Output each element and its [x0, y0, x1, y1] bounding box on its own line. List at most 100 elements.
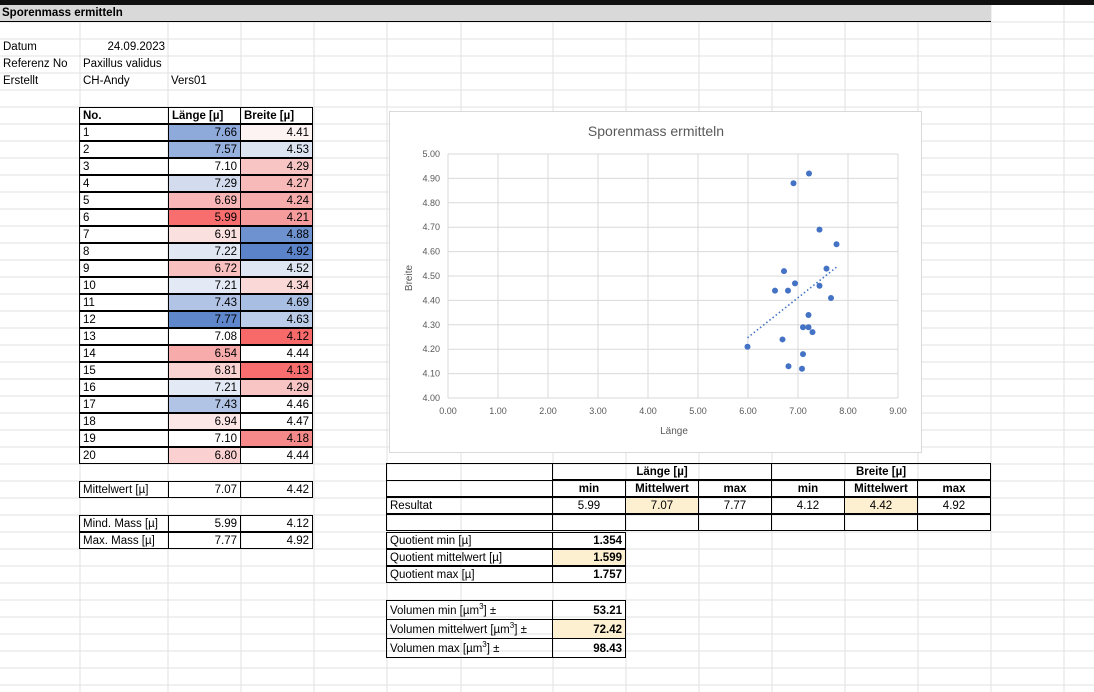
volume-max-label[interactable]: Volumen max [µm3] ± — [386, 638, 553, 658]
table-row-breite[interactable]: 4.44 — [240, 345, 313, 362]
table-row-breite[interactable]: 4.29 — [240, 158, 313, 175]
max-mass-breite[interactable]: 4.92 — [240, 532, 313, 549]
table-row-laenge[interactable]: 7.66 — [168, 124, 241, 141]
table-row-no[interactable]: 18 — [79, 413, 169, 430]
table-row-no[interactable]: 16 — [79, 379, 169, 396]
table-row-no[interactable]: 15 — [79, 362, 169, 379]
chart-point[interactable] — [805, 312, 812, 319]
max-mass-laenge[interactable]: 7.77 — [168, 532, 241, 549]
table-row-breite[interactable]: 4.52 — [240, 260, 313, 277]
header-no[interactable]: No. — [79, 107, 169, 124]
table-row-breite[interactable]: 4.47 — [240, 413, 313, 430]
chart-point[interactable] — [785, 287, 791, 294]
quotient-min-value[interactable]: 1.354 — [552, 532, 626, 549]
result-laenge-min[interactable]: 5.99 — [552, 497, 626, 514]
volume-max-value[interactable]: 98.43 — [552, 638, 626, 658]
table-row-breite[interactable]: 4.27 — [240, 175, 313, 192]
chart-point[interactable] — [816, 226, 823, 233]
table-row-breite[interactable]: 4.92 — [240, 243, 313, 260]
chart-point[interactable] — [809, 329, 816, 336]
volume-mittelwert-label[interactable]: Volumen mittelwert [µm3] ± — [386, 619, 553, 639]
chart-point[interactable] — [792, 280, 798, 287]
table-row-breite[interactable]: 4.13 — [240, 362, 313, 379]
table-row-breite[interactable]: 4.88 — [240, 226, 313, 243]
table-row-laenge[interactable]: 6.80 — [168, 447, 241, 464]
result-empty-cell[interactable] — [844, 514, 918, 531]
table-row-no[interactable]: 5 — [79, 192, 169, 209]
table-row-laenge[interactable]: 7.21 — [168, 277, 241, 294]
chart-point[interactable] — [800, 324, 806, 331]
result-empty-cell[interactable] — [625, 514, 699, 531]
table-row-breite[interactable]: 4.69 — [240, 294, 313, 311]
sub-laenge-min[interactable]: min — [552, 480, 626, 497]
table-row-laenge[interactable]: 6.81 — [168, 362, 241, 379]
result-corner-sub[interactable] — [386, 480, 553, 497]
chart-point[interactable] — [805, 324, 812, 331]
table-row-breite[interactable]: 4.44 — [240, 447, 313, 464]
table-row-laenge[interactable]: 7.10 — [168, 430, 241, 447]
chart-point[interactable] — [800, 351, 806, 358]
table-row-laenge[interactable]: 7.21 — [168, 379, 241, 396]
result-breite-mittelwert[interactable]: 4.42 — [844, 497, 918, 514]
sub-laenge-max[interactable]: max — [698, 480, 772, 497]
chart-point[interactable] — [744, 343, 751, 350]
table-row-laenge[interactable]: 7.77 — [168, 311, 241, 328]
header-breite[interactable]: Breite [µ] — [240, 107, 313, 124]
result-empty-cell[interactable] — [917, 514, 991, 531]
chart-point[interactable] — [833, 241, 840, 248]
max-mass-label[interactable]: Max. Mass [µ] — [79, 532, 169, 549]
sub-laenge-mittelwert[interactable]: Mittelwert — [625, 480, 699, 497]
chart-point[interactable] — [790, 180, 797, 187]
table-row-laenge[interactable]: 7.08 — [168, 328, 241, 345]
result-empty-cell[interactable] — [698, 514, 772, 531]
table-row-breite[interactable]: 4.12 — [240, 328, 313, 345]
volume-mittelwert-value[interactable]: 72.42 — [552, 619, 626, 639]
table-row-no[interactable]: 11 — [79, 294, 169, 311]
table-row-laenge[interactable]: 6.72 — [168, 260, 241, 277]
mittelwert-laenge[interactable]: 7.07 — [168, 481, 241, 498]
table-row-no[interactable]: 2 — [79, 141, 169, 158]
volume-min-label[interactable]: Volumen min [µm3] ± — [386, 600, 553, 620]
table-row-laenge[interactable]: 5.99 — [168, 209, 241, 226]
mind-mass-breite[interactable]: 4.12 — [240, 515, 313, 532]
table-row-no[interactable]: 13 — [79, 328, 169, 345]
table-row-laenge[interactable]: 6.69 — [168, 192, 241, 209]
result-group-laenge[interactable]: Länge [µ] — [552, 463, 772, 480]
table-row-laenge[interactable]: 7.10 — [168, 158, 241, 175]
chart-point[interactable] — [828, 294, 834, 301]
table-row-no[interactable]: 9 — [79, 260, 169, 277]
table-row-laenge[interactable]: 7.43 — [168, 396, 241, 413]
quotient-max-value[interactable]: 1.757 — [552, 566, 626, 583]
table-row-laenge[interactable]: 7.57 — [168, 141, 241, 158]
result-corner-top[interactable] — [386, 463, 553, 481]
table-row-laenge[interactable]: 6.54 — [168, 345, 241, 362]
table-row-no[interactable]: 8 — [79, 243, 169, 260]
result-row-label[interactable]: Resultat — [386, 497, 553, 514]
table-row-breite[interactable]: 4.18 — [240, 430, 313, 447]
table-row-breite[interactable]: 4.53 — [240, 141, 313, 158]
chart-point[interactable] — [823, 265, 830, 272]
table-row-laenge[interactable]: 7.22 — [168, 243, 241, 260]
table-row-no[interactable]: 12 — [79, 311, 169, 328]
info-value-datum[interactable]: 24.09.2023 — [107, 41, 165, 53]
table-row-laenge[interactable]: 7.29 — [168, 175, 241, 192]
result-empty-cell[interactable] — [552, 514, 626, 531]
result-breite-max[interactable]: 4.92 — [917, 497, 991, 514]
quotient-mittelwert-label[interactable]: Quotient mittelwert [µ] — [386, 549, 553, 566]
info-value-erstellt[interactable]: CH-Andy — [83, 75, 130, 87]
header-laenge[interactable]: Länge [µ] — [168, 107, 241, 124]
sub-breite-min[interactable]: min — [771, 480, 845, 497]
result-breite-min[interactable]: 4.12 — [771, 497, 845, 514]
quotient-mittelwert-value[interactable]: 1.599 — [552, 549, 626, 566]
result-laenge-max[interactable]: 7.77 — [698, 497, 772, 514]
table-row-breite[interactable]: 4.41 — [240, 124, 313, 141]
info-value-referenz[interactable]: Paxillus validus — [83, 58, 162, 70]
table-row-no[interactable]: 7 — [79, 226, 169, 243]
mittelwert-label[interactable]: Mittelwert [µ] — [79, 481, 169, 498]
table-row-laenge[interactable]: 7.43 — [168, 294, 241, 311]
table-row-no[interactable]: 19 — [79, 430, 169, 447]
chart-point[interactable] — [785, 363, 792, 370]
table-row-breite[interactable]: 4.21 — [240, 209, 313, 226]
result-laenge-mittelwert[interactable]: 7.07 — [625, 497, 699, 514]
mind-mass-label[interactable]: Mind. Mass [µ] — [79, 515, 169, 532]
